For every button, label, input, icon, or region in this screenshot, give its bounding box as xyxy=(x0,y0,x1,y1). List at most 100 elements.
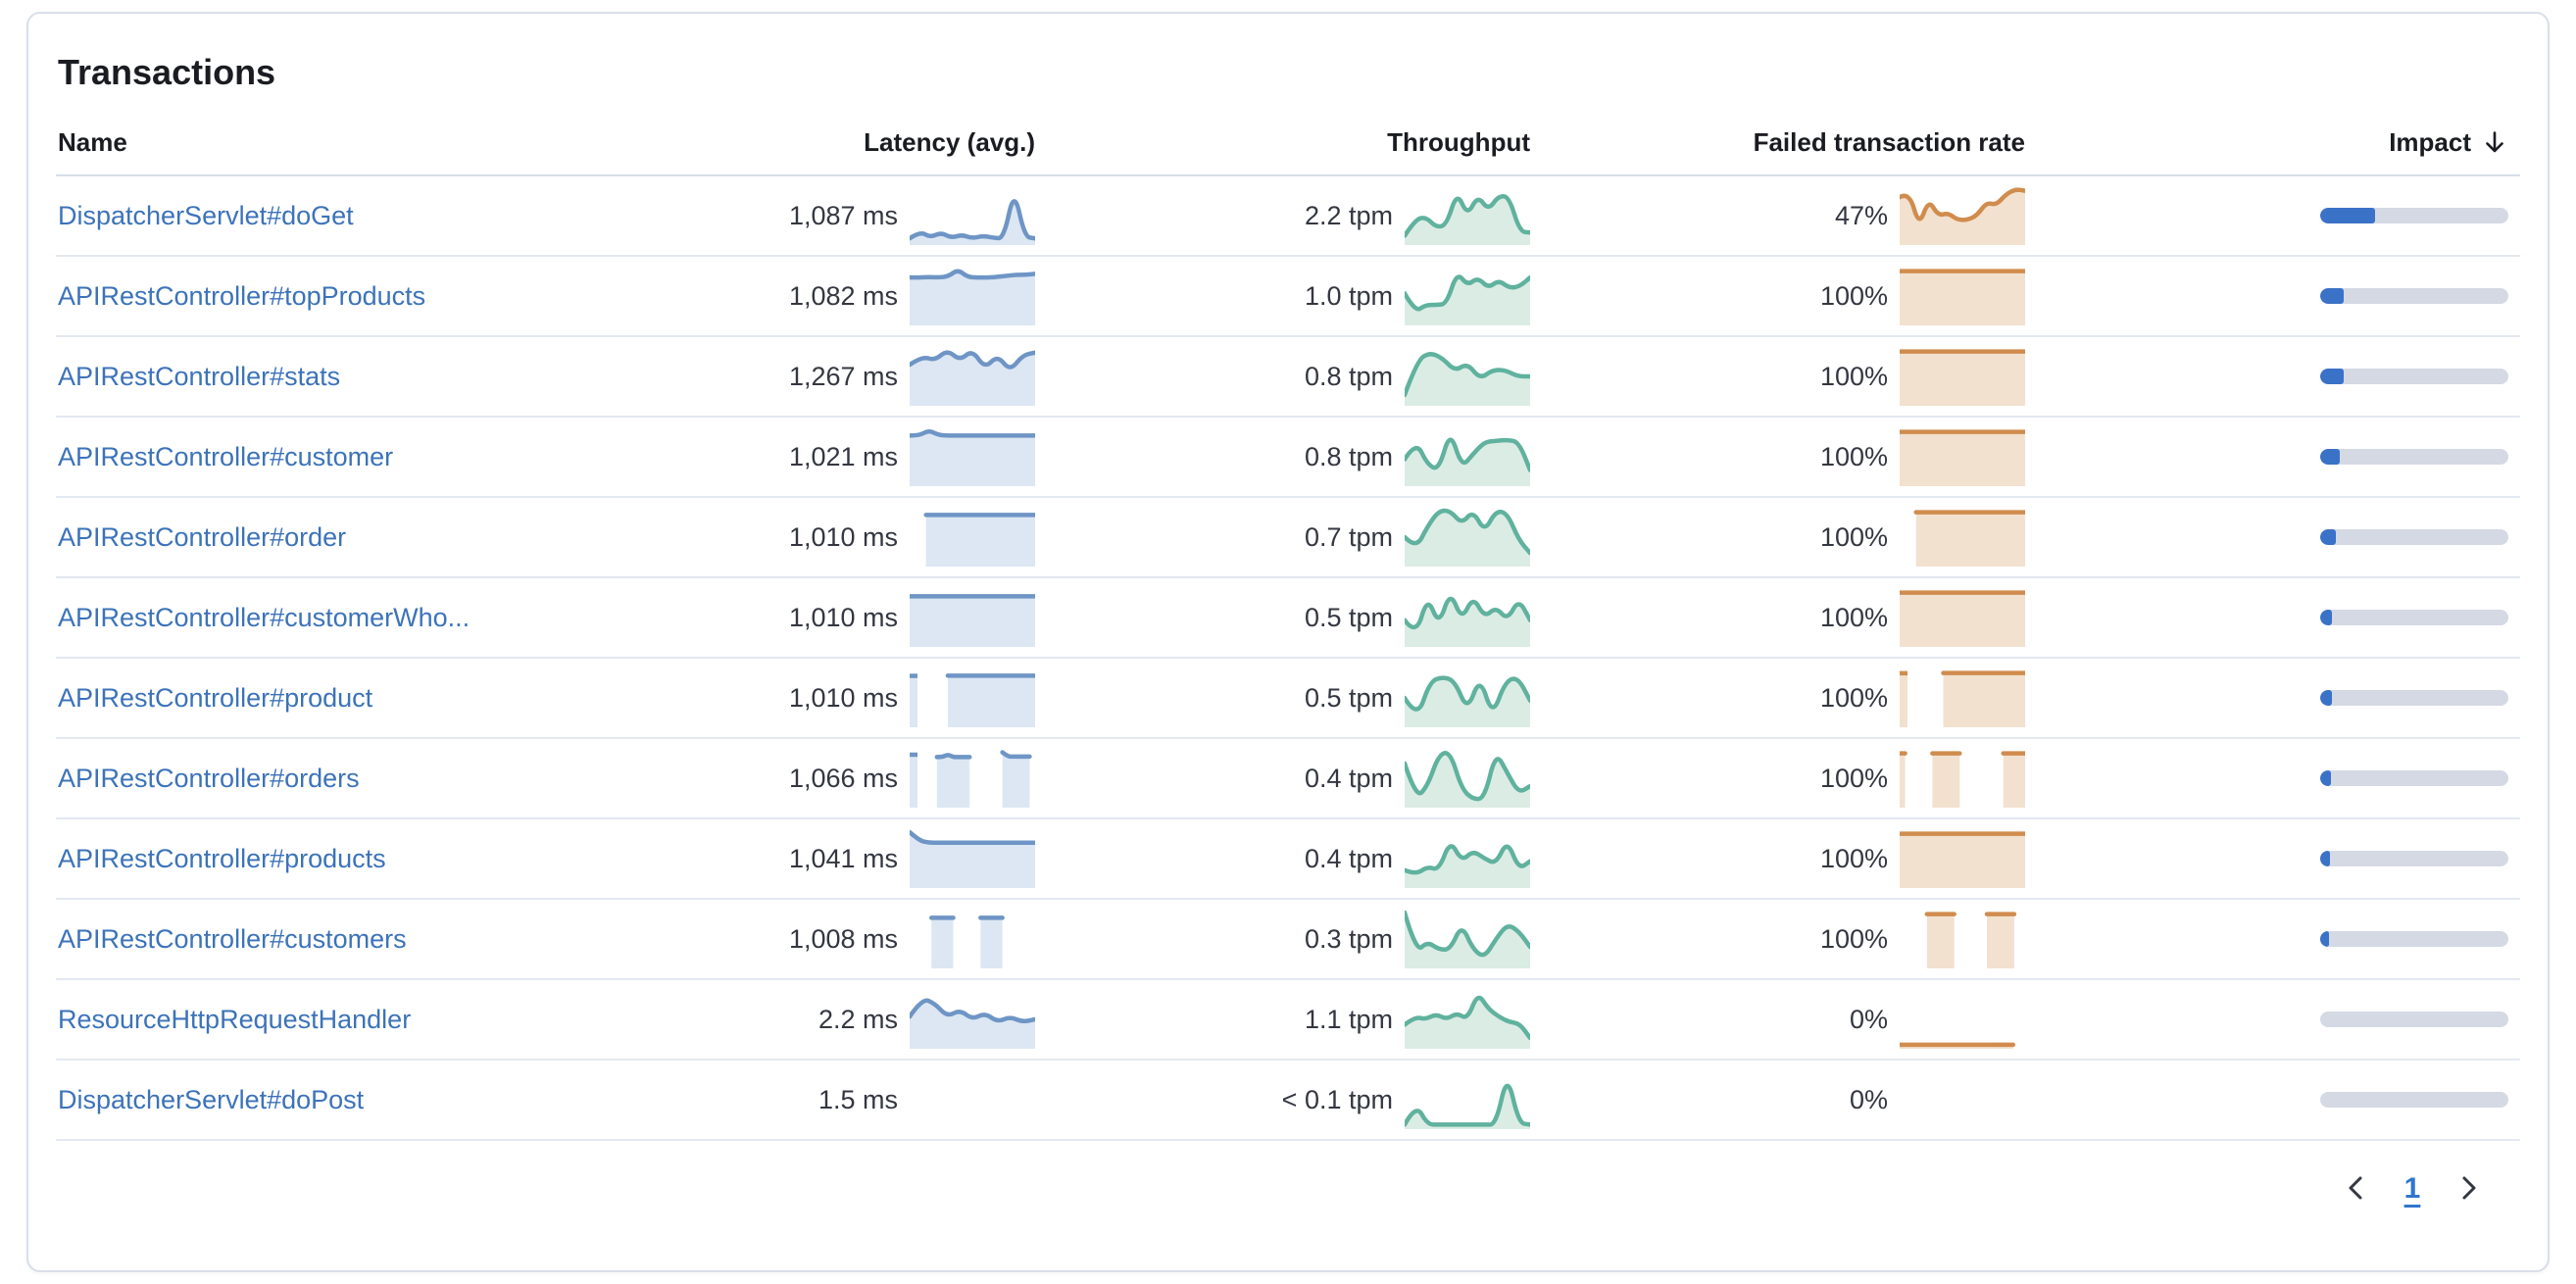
throughput-cell: 0.8 tpm xyxy=(1035,347,1530,406)
failed-rate-cell: 100% xyxy=(1530,267,2025,325)
transaction-name-link[interactable]: ResourceHttpRequestHandler xyxy=(58,1004,412,1034)
transaction-name-link[interactable]: APIRestController#topProducts xyxy=(58,280,426,311)
impact-bar-track xyxy=(2320,610,2508,625)
failed-rate-cell: 100% xyxy=(1530,588,2025,647)
throughput-sparkline xyxy=(1405,829,1530,888)
latency-value: 1,087 ms xyxy=(788,200,898,230)
failed-rate-value: 100% xyxy=(1819,361,1888,391)
impact-bar-fill xyxy=(2320,529,2337,545)
column-header-latency[interactable]: Latency (avg.) xyxy=(864,126,1035,157)
table-header: Name Latency (avg.) Throughput Failed tr… xyxy=(56,110,2520,176)
table-row: DispatcherServlet#doPost 1.5 ms < 0.1 tp… xyxy=(56,1061,2520,1141)
failed-rate-cell: 100% xyxy=(1530,749,2025,808)
latency-value: 1,267 ms xyxy=(788,361,898,391)
throughput-sparkline xyxy=(1405,267,1530,325)
latency-cell: 1,267 ms xyxy=(545,347,1035,406)
throughput-sparkline xyxy=(1405,347,1530,406)
failed-rate-value: 100% xyxy=(1819,280,1888,311)
impact-cell xyxy=(2025,208,2520,223)
throughput-cell: 0.4 tpm xyxy=(1035,829,1530,888)
failed-rate-cell: 100% xyxy=(1530,910,2025,968)
name-cell: APIRestController#order xyxy=(56,522,545,553)
throughput-value: 0.7 tpm xyxy=(1304,521,1393,552)
failed-rate-sparkline xyxy=(1900,186,2025,245)
failed-rate-value: 100% xyxy=(1819,843,1888,873)
transaction-name-link[interactable]: APIRestController#stats xyxy=(58,361,341,391)
column-header-failed-rate[interactable]: Failed transaction rate xyxy=(1753,126,2025,157)
next-page-button[interactable] xyxy=(2446,1166,2491,1211)
previous-page-button[interactable] xyxy=(2334,1166,2379,1211)
impact-bar-fill xyxy=(2320,369,2344,384)
name-cell: APIRestController#customers xyxy=(56,924,545,955)
latency-value: 1,010 ms xyxy=(788,682,898,713)
throughput-cell: 0.5 tpm xyxy=(1035,588,1530,647)
latency-value: 2.2 ms xyxy=(817,1004,898,1034)
failed-rate-cell: 100% xyxy=(1530,347,2025,406)
throughput-value: 0.5 tpm xyxy=(1304,602,1393,632)
panel-title: Transactions xyxy=(58,52,276,92)
failed-rate-sparkline xyxy=(1900,588,2025,647)
throughput-value: 2.2 tpm xyxy=(1304,200,1393,230)
latency-value: 1,082 ms xyxy=(788,280,898,311)
transaction-name-link[interactable]: APIRestController#orders xyxy=(58,763,360,793)
transaction-name-link[interactable]: DispatcherServlet#doGet xyxy=(58,200,354,230)
failed-rate-sparkline xyxy=(1900,829,2025,888)
impact-bar-fill xyxy=(2320,690,2332,706)
table-row: APIRestController#orders 1,066 ms 0.4 tp… xyxy=(56,739,2520,819)
name-cell: ResourceHttpRequestHandler xyxy=(56,1005,545,1035)
name-cell: DispatcherServlet#doGet xyxy=(56,201,545,231)
transaction-name-link[interactable]: APIRestController#customer xyxy=(58,441,394,471)
impact-cell xyxy=(2025,931,2520,947)
latency-sparkline xyxy=(910,186,1035,245)
latency-cell: 1,082 ms xyxy=(545,267,1035,325)
throughput-sparkline xyxy=(1405,910,1530,968)
impact-bar-track xyxy=(2320,529,2508,545)
name-cell: APIRestController#topProducts xyxy=(56,281,545,312)
impact-bar-fill xyxy=(2320,610,2333,625)
throughput-sparkline xyxy=(1405,186,1530,245)
transaction-name-link[interactable]: APIRestController#customers xyxy=(58,923,407,954)
throughput-sparkline xyxy=(1405,427,1530,486)
latency-value: 1,010 ms xyxy=(788,602,898,632)
transaction-name-link[interactable]: APIRestController#customerWho... xyxy=(58,602,471,632)
impact-cell xyxy=(2025,449,2520,465)
table-row: APIRestController#customerWho... 1,010 m… xyxy=(56,578,2520,659)
transaction-name-link[interactable]: APIRestController#product xyxy=(58,682,373,713)
latency-cell: 1.5 ms xyxy=(545,1070,1035,1129)
table-row: APIRestController#customer 1,021 ms 0.8 … xyxy=(56,418,2520,498)
impact-cell xyxy=(2025,288,2520,304)
transaction-name-link[interactable]: DispatcherServlet#doPost xyxy=(58,1084,365,1114)
page-1-link[interactable]: 1 xyxy=(2403,1172,2421,1205)
name-cell: APIRestController#products xyxy=(56,844,545,874)
impact-cell xyxy=(2025,851,2520,866)
latency-cell: 1,041 ms xyxy=(545,829,1035,888)
failed-rate-cell: 0% xyxy=(1530,1070,2025,1129)
name-cell: DispatcherServlet#doPost xyxy=(56,1085,545,1115)
impact-bar-fill xyxy=(2320,208,2375,223)
latency-cell: 1,008 ms xyxy=(545,910,1035,968)
throughput-sparkline xyxy=(1405,1070,1530,1129)
failed-rate-sparkline xyxy=(1900,427,2025,486)
failed-rate-value: 100% xyxy=(1819,602,1888,632)
impact-cell xyxy=(2025,610,2520,625)
latency-sparkline xyxy=(910,267,1035,325)
transaction-name-link[interactable]: APIRestController#products xyxy=(58,843,386,873)
transaction-name-link[interactable]: APIRestController#order xyxy=(58,521,347,552)
impact-bar-fill xyxy=(2320,770,2331,786)
throughput-cell: 2.2 tpm xyxy=(1035,186,1530,245)
impact-bar-track xyxy=(2320,449,2508,465)
column-header-impact[interactable]: Impact xyxy=(2025,127,2520,158)
name-cell: APIRestController#customer xyxy=(56,442,545,472)
failed-rate-sparkline xyxy=(1900,267,2025,325)
throughput-value: 1.1 tpm xyxy=(1304,1004,1393,1034)
table-body: DispatcherServlet#doGet 1,087 ms 2.2 tpm… xyxy=(56,176,2520,1141)
name-cell: APIRestController#orders xyxy=(56,764,545,794)
failed-rate-cell: 100% xyxy=(1530,668,2025,727)
impact-bar-track xyxy=(2320,369,2508,384)
table-row: APIRestController#customers 1,008 ms 0.3… xyxy=(56,900,2520,980)
throughput-value: < 0.1 tpm xyxy=(1281,1084,1393,1114)
column-header-name[interactable]: Name xyxy=(58,126,127,157)
latency-value: 1.5 ms xyxy=(817,1084,898,1114)
throughput-cell: 1.1 tpm xyxy=(1035,990,1530,1049)
column-header-throughput[interactable]: Throughput xyxy=(1387,126,1530,157)
